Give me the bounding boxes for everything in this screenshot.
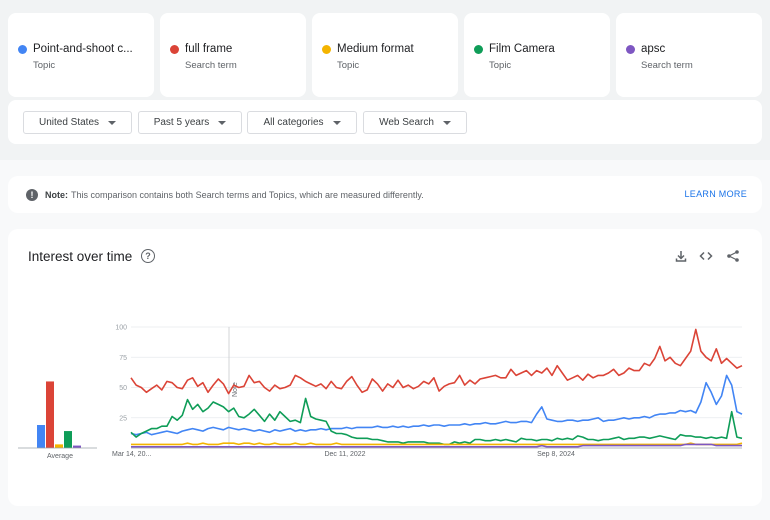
term-card-medium-format[interactable]: Medium format Topic: [312, 13, 458, 97]
term-card-full-frame[interactable]: full frame Search term: [160, 13, 306, 97]
series-line-apsc: [131, 443, 742, 448]
series-line-point-and-shoot-c: [130, 374, 743, 436]
color-dot-icon: [474, 44, 483, 54]
note-text: This comparison contains both Search ter…: [71, 189, 424, 200]
term-type: Topic: [489, 60, 512, 71]
term-type: Topic: [337, 60, 360, 71]
average-bar: [64, 431, 72, 448]
y-tick-label: 75: [119, 355, 127, 362]
average-label: Average: [47, 453, 73, 460]
y-tick-label: 100: [115, 325, 127, 332]
help-icon[interactable]: ?: [141, 249, 155, 263]
download-icon[interactable]: [674, 249, 688, 263]
color-dot-icon: [170, 44, 179, 54]
term-type: Search term: [185, 60, 237, 71]
gridlines: [131, 326, 742, 419]
color-dot-icon: [322, 44, 331, 54]
y-tick-label: 50: [119, 385, 127, 392]
average-bar: [37, 425, 45, 448]
average-bars: [37, 381, 81, 448]
x-tick-label: Mar 14, 20...: [112, 451, 151, 458]
caret-down-icon: [442, 120, 451, 125]
series-line-medium-format: [131, 442, 743, 446]
term-card-apsc[interactable]: apsc Search term: [616, 13, 762, 97]
caret-down-icon: [332, 120, 341, 125]
interest-over-time-card: Interest over time ? Average 25 50 75 100 N…: [8, 229, 762, 506]
period-filter[interactable]: Past 5 years: [138, 111, 242, 134]
color-dot-icon: [18, 44, 27, 54]
compared-terms: Point-and-shoot c... Topic full frame Se…: [8, 13, 762, 97]
term-card-point-and-shoot[interactable]: Point-and-shoot c... Topic: [8, 13, 154, 97]
caret-down-icon: [108, 120, 117, 125]
term-card-film-camera[interactable]: Film Camera Topic: [464, 13, 610, 97]
note-label: Note:: [45, 189, 68, 200]
term-name: full frame: [185, 43, 233, 55]
y-tick-labels: 25 50 75 100: [115, 325, 127, 423]
interest-chart: Average 25 50 75 100 Note Mar 14, 20... Dec…: [18, 325, 743, 460]
period-filter-label: Past 5 years: [153, 117, 210, 128]
x-tick-label: Sep 8, 2024: [537, 451, 575, 458]
comparison-note: ! Note: This comparison contains both Se…: [8, 176, 762, 213]
region-filter-label: United States: [38, 117, 100, 128]
term-type: Search term: [641, 60, 693, 71]
filters-bar: United States Past 5 years All categorie…: [8, 100, 762, 144]
series-line-full-frame: [130, 328, 743, 395]
term-name: apsc: [641, 43, 666, 55]
term-name: Point-and-shoot c...: [33, 43, 133, 55]
share-icon[interactable]: [726, 249, 740, 263]
x-tick-label: Dec 11, 2022: [324, 451, 365, 458]
note-marker-label: Note: [232, 382, 239, 397]
term-name: Medium format: [337, 43, 414, 55]
series-line-film-camera: [130, 397, 743, 446]
chart-title: Interest over time: [28, 249, 133, 264]
term-name: Film Camera: [489, 43, 555, 55]
region-filter[interactable]: United States: [23, 111, 132, 134]
info-icon: !: [26, 188, 38, 201]
color-dot-icon: [626, 44, 635, 54]
embed-icon[interactable]: [699, 249, 713, 263]
caret-down-icon: [218, 120, 227, 125]
y-tick-label: 25: [119, 415, 127, 422]
average-bar: [55, 444, 63, 448]
average-bar: [73, 445, 81, 448]
series-lines: [130, 328, 743, 448]
term-type: Topic: [33, 60, 56, 71]
property-filter[interactable]: Web Search: [363, 111, 467, 134]
learn-more-link[interactable]: LEARN MORE: [684, 189, 747, 199]
category-filter[interactable]: All categories: [247, 111, 357, 134]
category-filter-label: All categories: [263, 117, 324, 128]
average-bar: [46, 381, 54, 448]
property-filter-label: Web Search: [379, 117, 434, 128]
